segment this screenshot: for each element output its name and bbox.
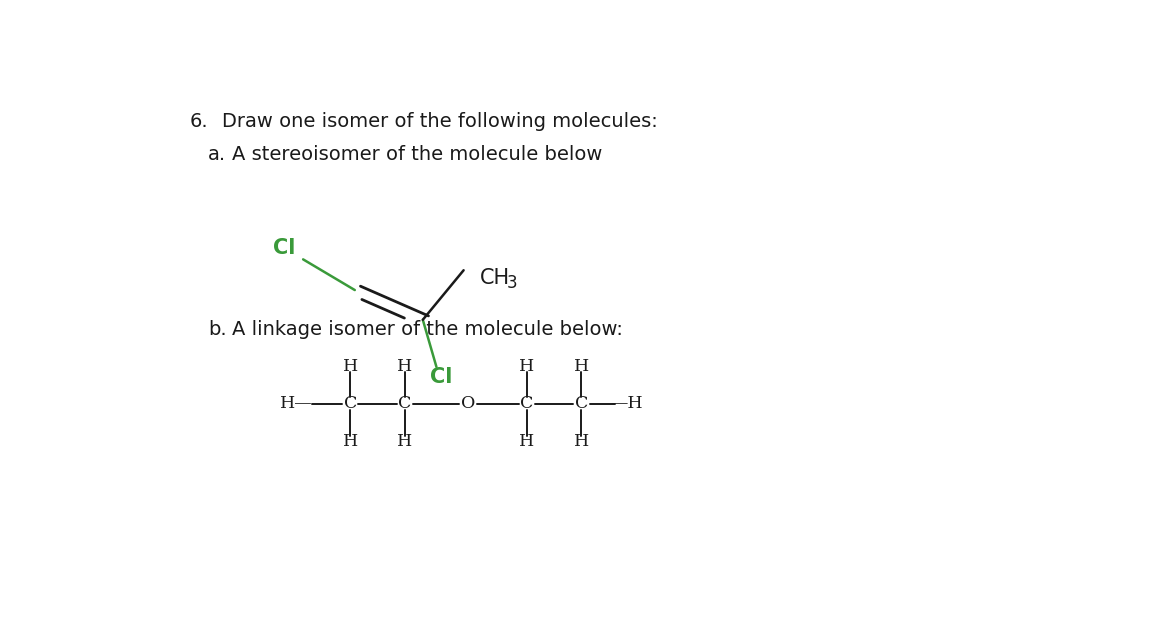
- Text: —H: —H: [611, 395, 644, 412]
- Text: b.: b.: [208, 320, 227, 339]
- Text: O: O: [461, 395, 475, 412]
- Text: C: C: [574, 395, 589, 412]
- Text: CH: CH: [480, 267, 510, 287]
- Text: H: H: [343, 433, 358, 449]
- Text: H: H: [573, 433, 590, 449]
- Text: H: H: [397, 358, 412, 376]
- Text: a.: a.: [208, 145, 226, 165]
- Text: A linkage isomer of the molecule below:: A linkage isomer of the molecule below:: [233, 320, 624, 339]
- Text: H: H: [519, 358, 535, 376]
- Text: C: C: [521, 395, 534, 412]
- Text: H: H: [519, 433, 535, 449]
- Text: H—: H—: [280, 395, 312, 412]
- Text: Draw one isomer of the following molecules:: Draw one isomer of the following molecul…: [221, 112, 658, 131]
- Text: C: C: [398, 395, 412, 412]
- Text: C: C: [344, 395, 357, 412]
- Text: 6.: 6.: [190, 112, 208, 131]
- Text: A stereoisomer of the molecule below: A stereoisomer of the molecule below: [233, 145, 603, 165]
- Text: H: H: [397, 433, 412, 449]
- Text: Cl: Cl: [273, 238, 295, 258]
- Text: Cl: Cl: [429, 367, 452, 386]
- Text: H: H: [573, 358, 590, 376]
- Text: H: H: [343, 358, 358, 376]
- Text: 3: 3: [507, 274, 518, 292]
